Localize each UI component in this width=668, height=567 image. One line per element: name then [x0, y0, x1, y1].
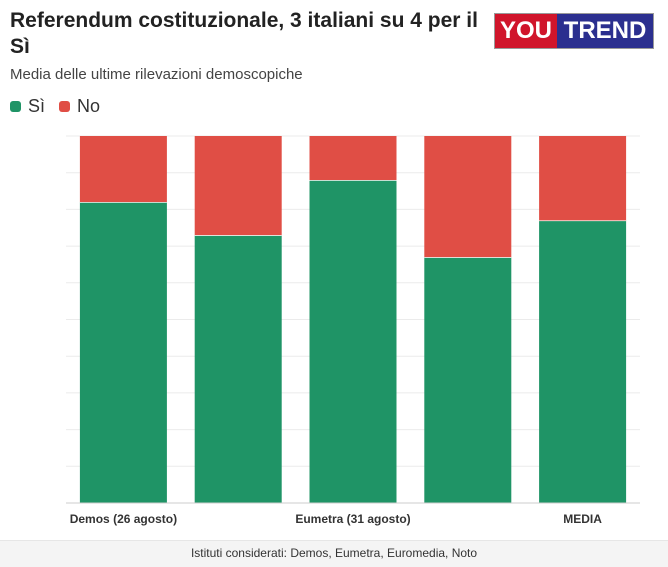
logo-you-block: YOU — [495, 14, 557, 48]
x-tick-label: Eumetra (31 agosto) — [295, 512, 410, 526]
legend-label-no: No — [77, 96, 101, 116]
source-note: Istituti considerati: Demos, Eumetra, Eu… — [190, 546, 478, 560]
bar-no — [424, 136, 512, 258]
legend-swatch-no — [59, 101, 71, 112]
stacked-bar-chart: Demos (26 agosto) Eumetra (31 agosto) MEDI… — [66, 135, 640, 526]
legend: Sì No — [10, 96, 114, 117]
legend-label-si: Sì — [28, 96, 46, 116]
bar-si — [309, 180, 397, 504]
chart-subtitle: Media delle ultime rilevazioni demoscopi… — [10, 66, 303, 83]
bar-si — [79, 202, 167, 503]
x-tick-label: Demos (26 agosto) — [70, 512, 177, 526]
bar-no — [309, 136, 397, 181]
chart-title: Referendum costituzionale, 3 italiani su… — [10, 9, 478, 58]
bar-si — [424, 257, 512, 503]
legend-swatch-si — [10, 101, 21, 112]
bar-si — [194, 235, 282, 503]
source-footer: Istituti considerati: Demos, Eumetra, Eu… — [0, 540, 668, 567]
legend-item-no: No — [59, 96, 100, 117]
bar-si — [539, 220, 627, 503]
bar-no — [539, 136, 627, 221]
youtrend-logo: YOU TREND — [494, 13, 654, 49]
logo-trend-block: TREND — [557, 14, 653, 48]
bar-no — [194, 136, 282, 236]
bar-no — [79, 136, 167, 203]
x-tick-label: MEDIA — [563, 512, 602, 526]
legend-item-si: Sì — [10, 96, 45, 117]
